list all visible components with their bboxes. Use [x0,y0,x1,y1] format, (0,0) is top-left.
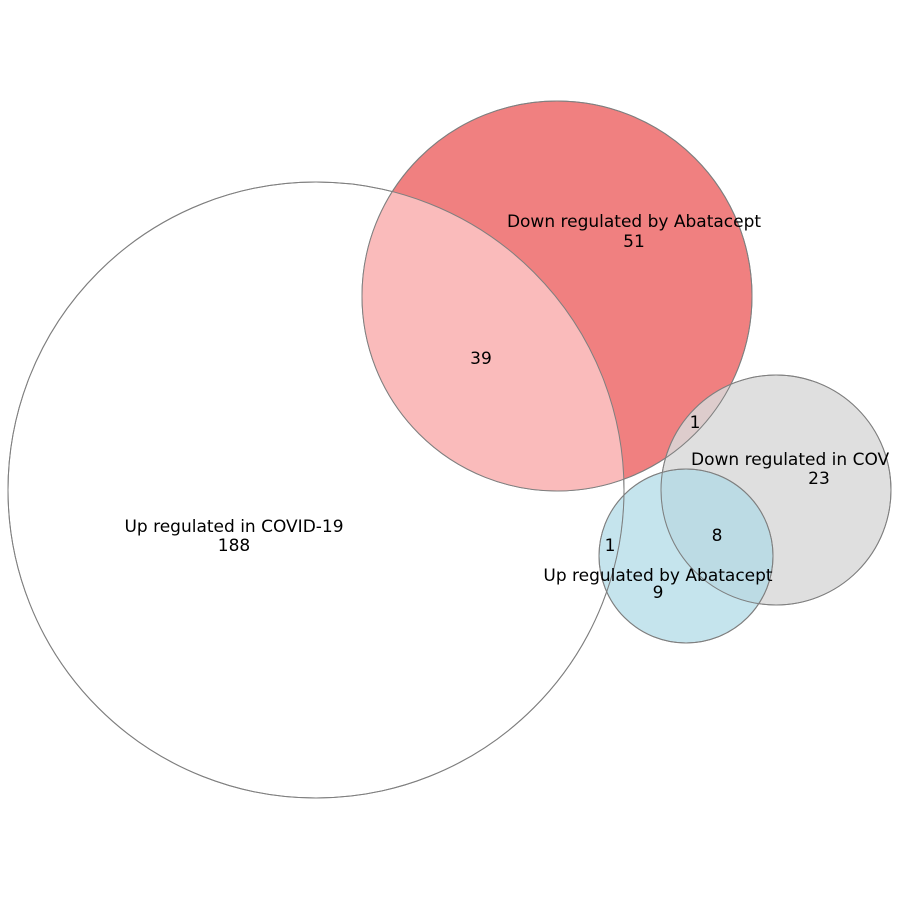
intersection-count-down-abatacept-down-covid: 1 [690,413,701,433]
set-label-down-abatacept: Down regulated by Abatacept [507,212,761,232]
set-count-up-covid: 188 [218,536,250,556]
set-circle-up-abatacept [598,468,774,644]
set-count-down-covid: 23 [808,469,830,489]
intersection-count-up-covid-up-abatacept: 1 [605,536,616,556]
set-label-down-covid: Down regulated in COV [691,450,890,470]
set-count-down-abatacept: 51 [623,232,645,252]
intersection-count-up-covid-down-abatacept: 39 [470,349,492,369]
intersection-count-down-covid-up-abatacept: 8 [712,526,723,546]
set-label-up-abatacept: Up regulated by Abatacept [543,566,773,586]
set-count-up-abatacept: 9 [653,583,664,603]
set-label-up-covid: Up regulated in COVID-19 [124,517,343,537]
